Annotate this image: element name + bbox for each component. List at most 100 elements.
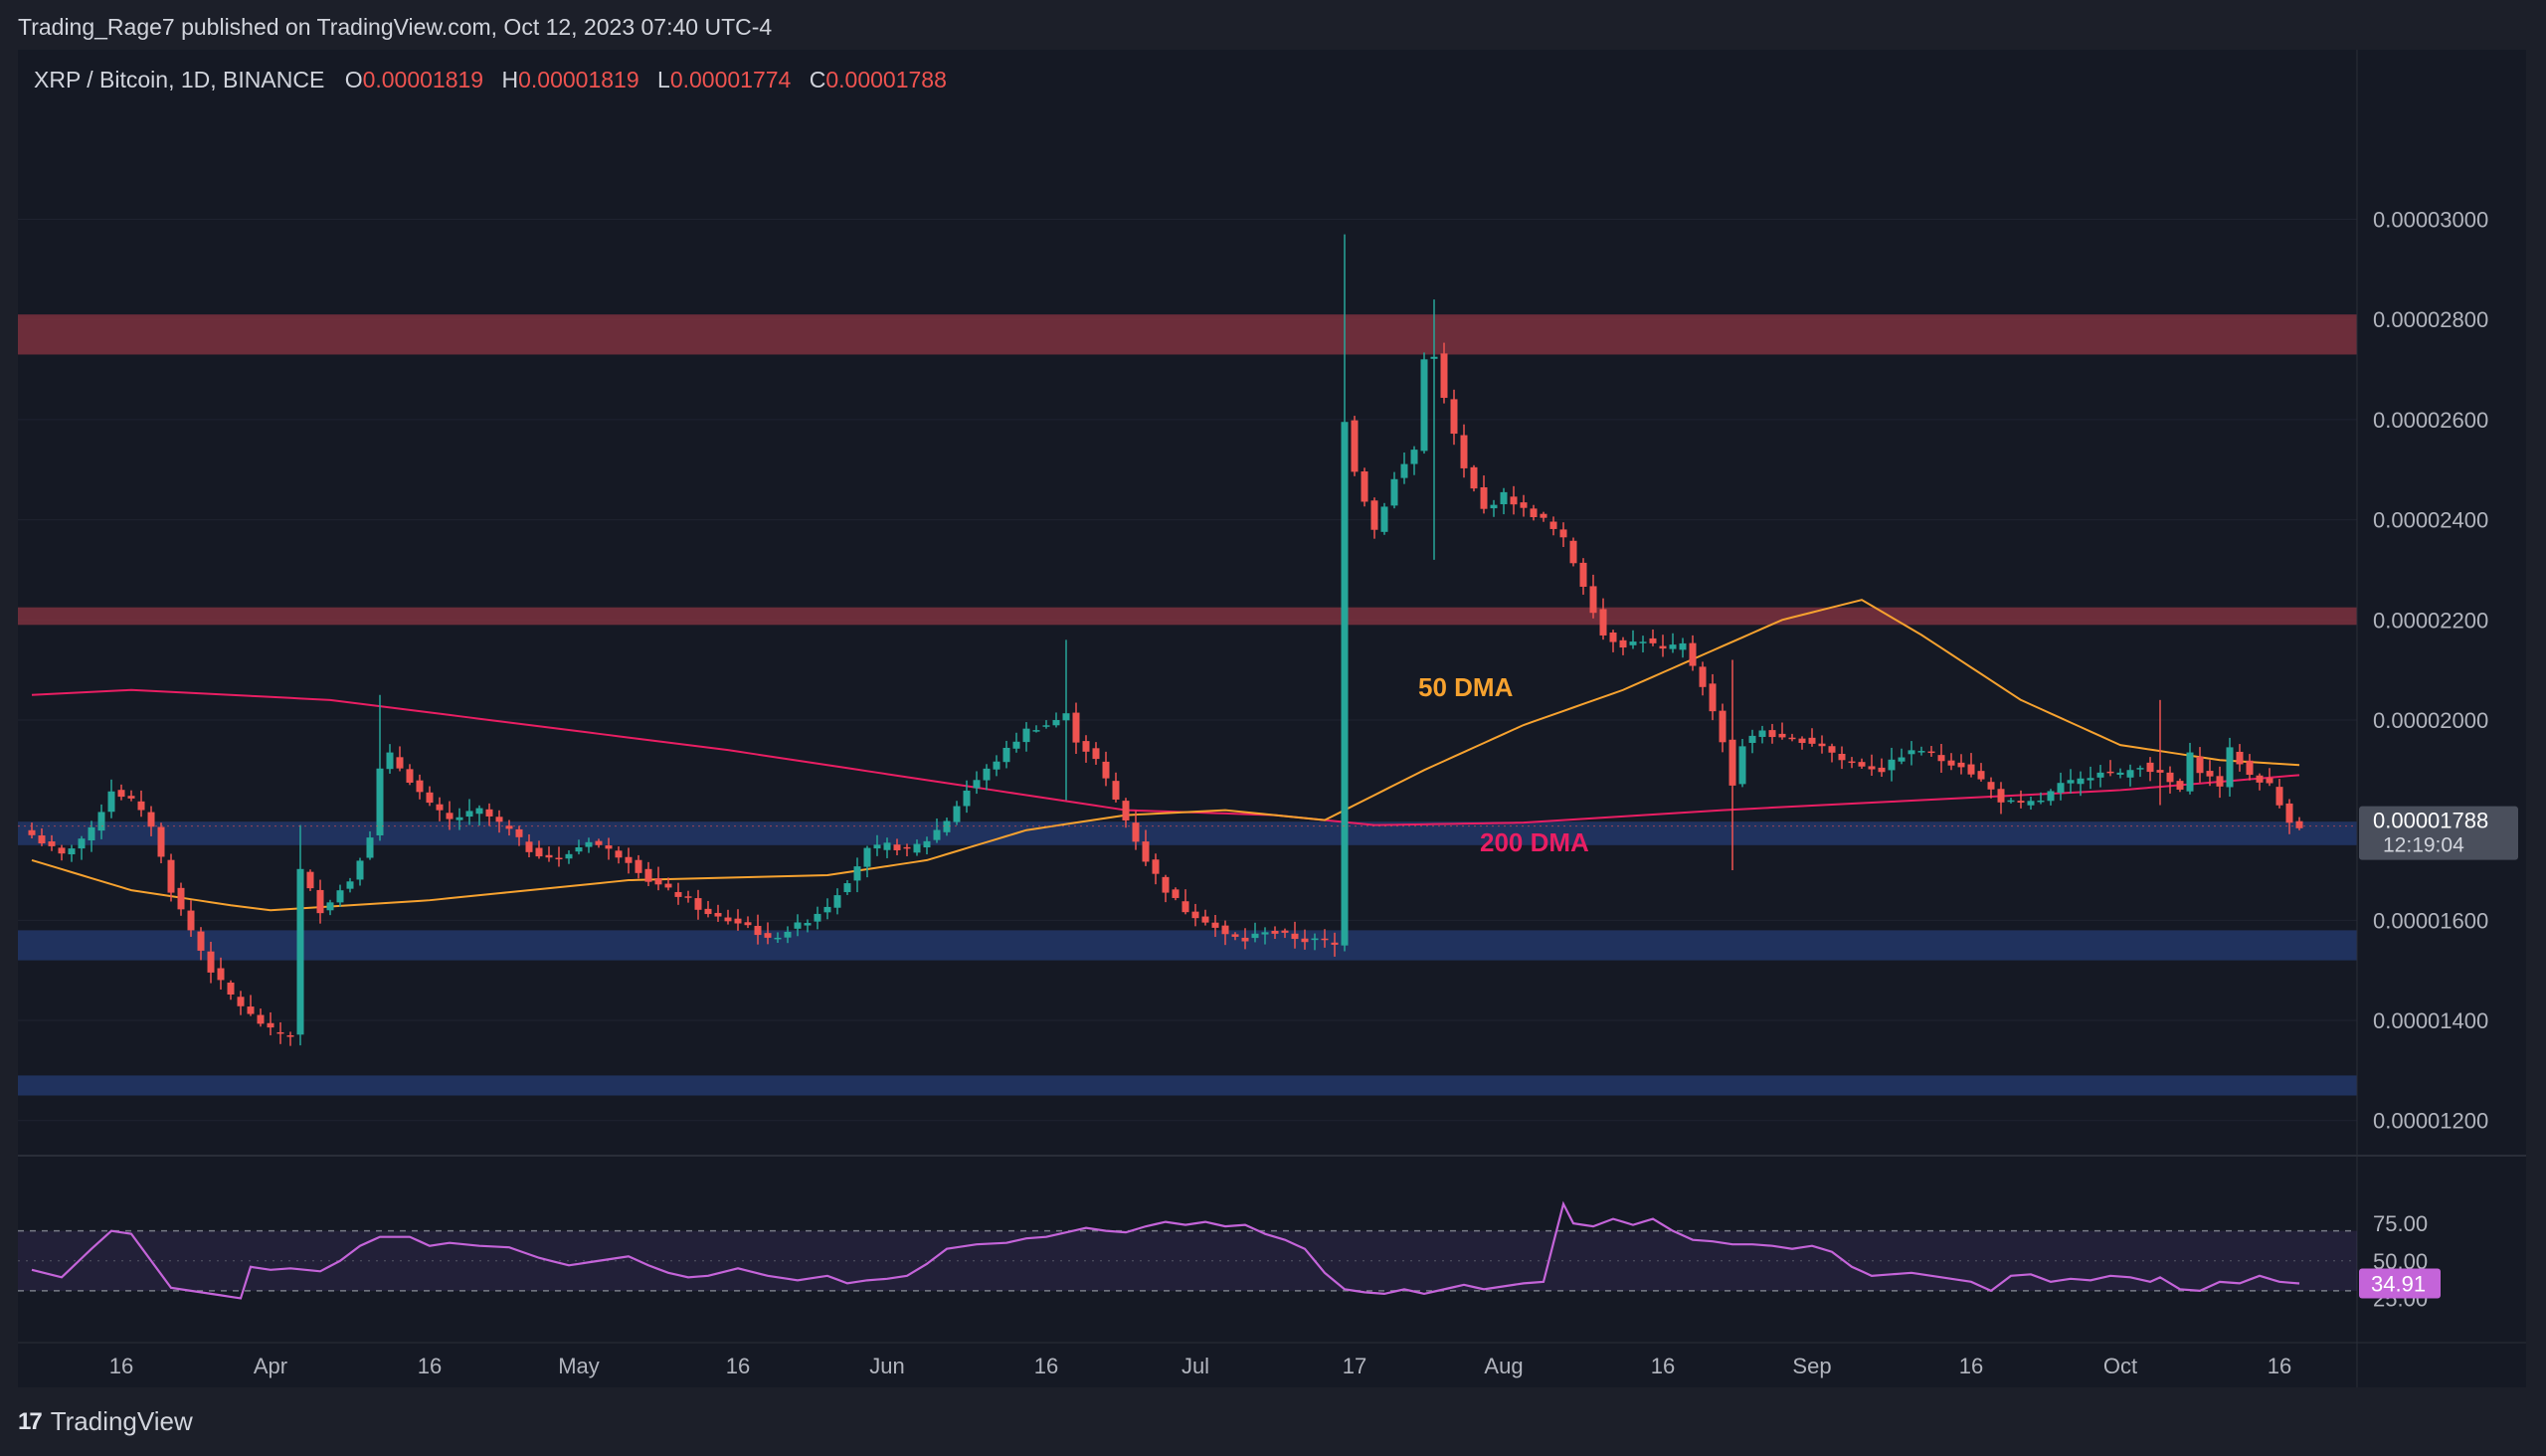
candle-down (1201, 916, 1209, 923)
support-zone (18, 821, 2357, 845)
candle-up (78, 838, 86, 849)
candle-down (1530, 508, 1538, 518)
price-tick-label: 0.00001600 (2373, 908, 2488, 933)
candle-down (535, 847, 543, 857)
candle-up (2007, 800, 2015, 803)
candle-down (2236, 751, 2244, 765)
candles-group (28, 234, 2303, 1046)
candle-up (1748, 735, 1756, 743)
candle-down (1649, 637, 1657, 643)
candle-up (913, 843, 921, 853)
candle-up (88, 826, 95, 841)
candle-down (276, 1031, 284, 1034)
candle-down (2017, 801, 2025, 803)
candle-up (386, 752, 394, 770)
candle-down (724, 917, 732, 922)
candle-down (1162, 876, 1170, 893)
candle-up (465, 811, 473, 818)
candle-down (1152, 859, 1160, 874)
candle-down (694, 898, 702, 910)
price-tick-label: 0.00002400 (2373, 508, 2488, 533)
candle-down (744, 922, 752, 926)
candle-down (157, 826, 165, 857)
candle-down (1102, 761, 1110, 779)
ohlc-open-label: O (345, 67, 363, 92)
time-tick-label: Sep (1792, 1354, 1831, 1378)
time-tick-label: Jul (1182, 1354, 1209, 1378)
candle-up (336, 890, 344, 903)
time-tick-label: 16 (1034, 1354, 1058, 1378)
time-tick-label: 16 (726, 1354, 750, 1378)
candle-up (455, 817, 463, 820)
chart-frame[interactable]: XRP / Bitcoin, 1D, BINANCE O0.00001819 H… (18, 50, 2526, 1387)
candle-down (714, 912, 722, 917)
time-tick-label: 16 (1959, 1354, 1983, 1378)
candle-up (2126, 770, 2134, 778)
candle-down (754, 925, 762, 936)
candle-down (654, 878, 662, 885)
candle-down (2275, 787, 2283, 806)
candle-up (1679, 642, 1687, 650)
candle-down (1241, 937, 1249, 942)
candle-down (2156, 770, 2164, 773)
time-tick-label: 16 (1651, 1354, 1675, 1378)
candle-down (2216, 776, 2224, 787)
candle-up (1639, 641, 1647, 643)
candle-up (68, 848, 76, 855)
candle-down (605, 845, 613, 849)
time-tick-label: 17 (1343, 1354, 1366, 1378)
candle-down (525, 841, 533, 852)
candle-down (28, 829, 36, 835)
last-price-badge (2359, 806, 2518, 860)
candle-down (1957, 762, 1965, 768)
candle-down (1699, 666, 1707, 687)
candle-up (804, 923, 812, 926)
candle-down (1520, 502, 1528, 508)
candle-down (505, 825, 513, 829)
time-tick-label: Apr (254, 1354, 287, 1378)
candle-down (2295, 820, 2303, 828)
candle-down (1788, 737, 1796, 740)
ma50-label: 50 DMA (1418, 672, 1514, 702)
candle-down (515, 828, 523, 837)
candle-down (1818, 743, 1826, 747)
candle-down (316, 889, 324, 914)
candle-down (1569, 540, 1577, 564)
candle-down (893, 844, 901, 850)
candle-up (296, 868, 304, 1035)
candle-up (1311, 938, 1319, 941)
candle-down (1361, 471, 1368, 502)
candle-up (1917, 751, 1925, 753)
candle-up (2077, 778, 2085, 785)
candle-down (2106, 771, 2114, 774)
candle-down (446, 813, 454, 819)
candle-up (2057, 783, 2065, 794)
price-tick-label: 0.00002000 (2373, 708, 2488, 733)
time-tick-label: Oct (2103, 1354, 2137, 1378)
candle-up (1420, 359, 1428, 452)
candle-up (2067, 780, 2075, 784)
ohlc-close-label: C (810, 67, 826, 92)
candle-up (923, 840, 931, 848)
publish-info: Trading_Rage7 published on TradingView.c… (18, 14, 773, 40)
candle-down (1191, 911, 1199, 919)
candle-down (1450, 399, 1458, 435)
candle-down (1182, 901, 1189, 913)
price-chart-svg[interactable]: XRP / Bitcoin, 1D, BINANCE O0.00001819 H… (18, 50, 2526, 1387)
candle-down (684, 896, 692, 898)
candle-up (873, 844, 881, 849)
candle-up (2087, 778, 2094, 781)
candle-up (1062, 713, 1070, 721)
tradingview-footer[interactable]: 17 TradingView (18, 1406, 193, 1437)
candle-up (1490, 504, 1498, 509)
candle-down (1927, 751, 1935, 754)
ohlc-high-label: H (501, 67, 518, 92)
candle-down (1878, 767, 1886, 773)
candle-up (1888, 759, 1896, 771)
candle-down (1689, 642, 1697, 666)
candle-down (1967, 764, 1975, 775)
candle-down (267, 1022, 274, 1028)
candle-down (1808, 737, 1816, 744)
candle-up (2136, 768, 2144, 770)
candle-down (207, 951, 215, 973)
